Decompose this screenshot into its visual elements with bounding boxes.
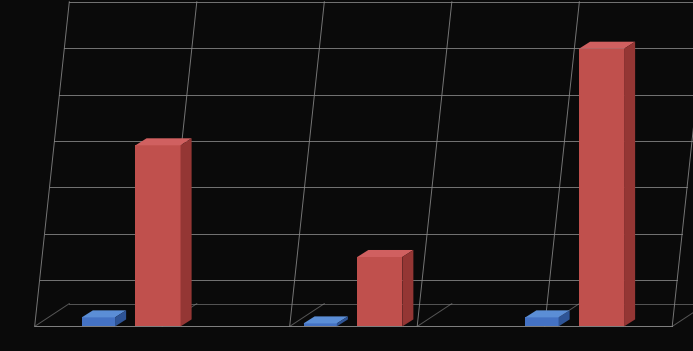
Polygon shape <box>559 310 570 326</box>
Polygon shape <box>624 42 635 326</box>
Polygon shape <box>337 316 348 326</box>
Polygon shape <box>579 42 635 49</box>
Polygon shape <box>135 145 180 326</box>
Polygon shape <box>358 257 402 326</box>
Polygon shape <box>82 310 126 317</box>
Polygon shape <box>304 316 348 323</box>
Polygon shape <box>402 250 413 326</box>
Polygon shape <box>358 250 413 257</box>
Polygon shape <box>304 323 337 326</box>
Polygon shape <box>525 317 559 326</box>
Polygon shape <box>82 317 115 326</box>
Polygon shape <box>180 138 191 326</box>
Polygon shape <box>525 310 570 317</box>
Polygon shape <box>115 310 126 326</box>
Polygon shape <box>135 138 191 145</box>
Polygon shape <box>579 49 624 326</box>
